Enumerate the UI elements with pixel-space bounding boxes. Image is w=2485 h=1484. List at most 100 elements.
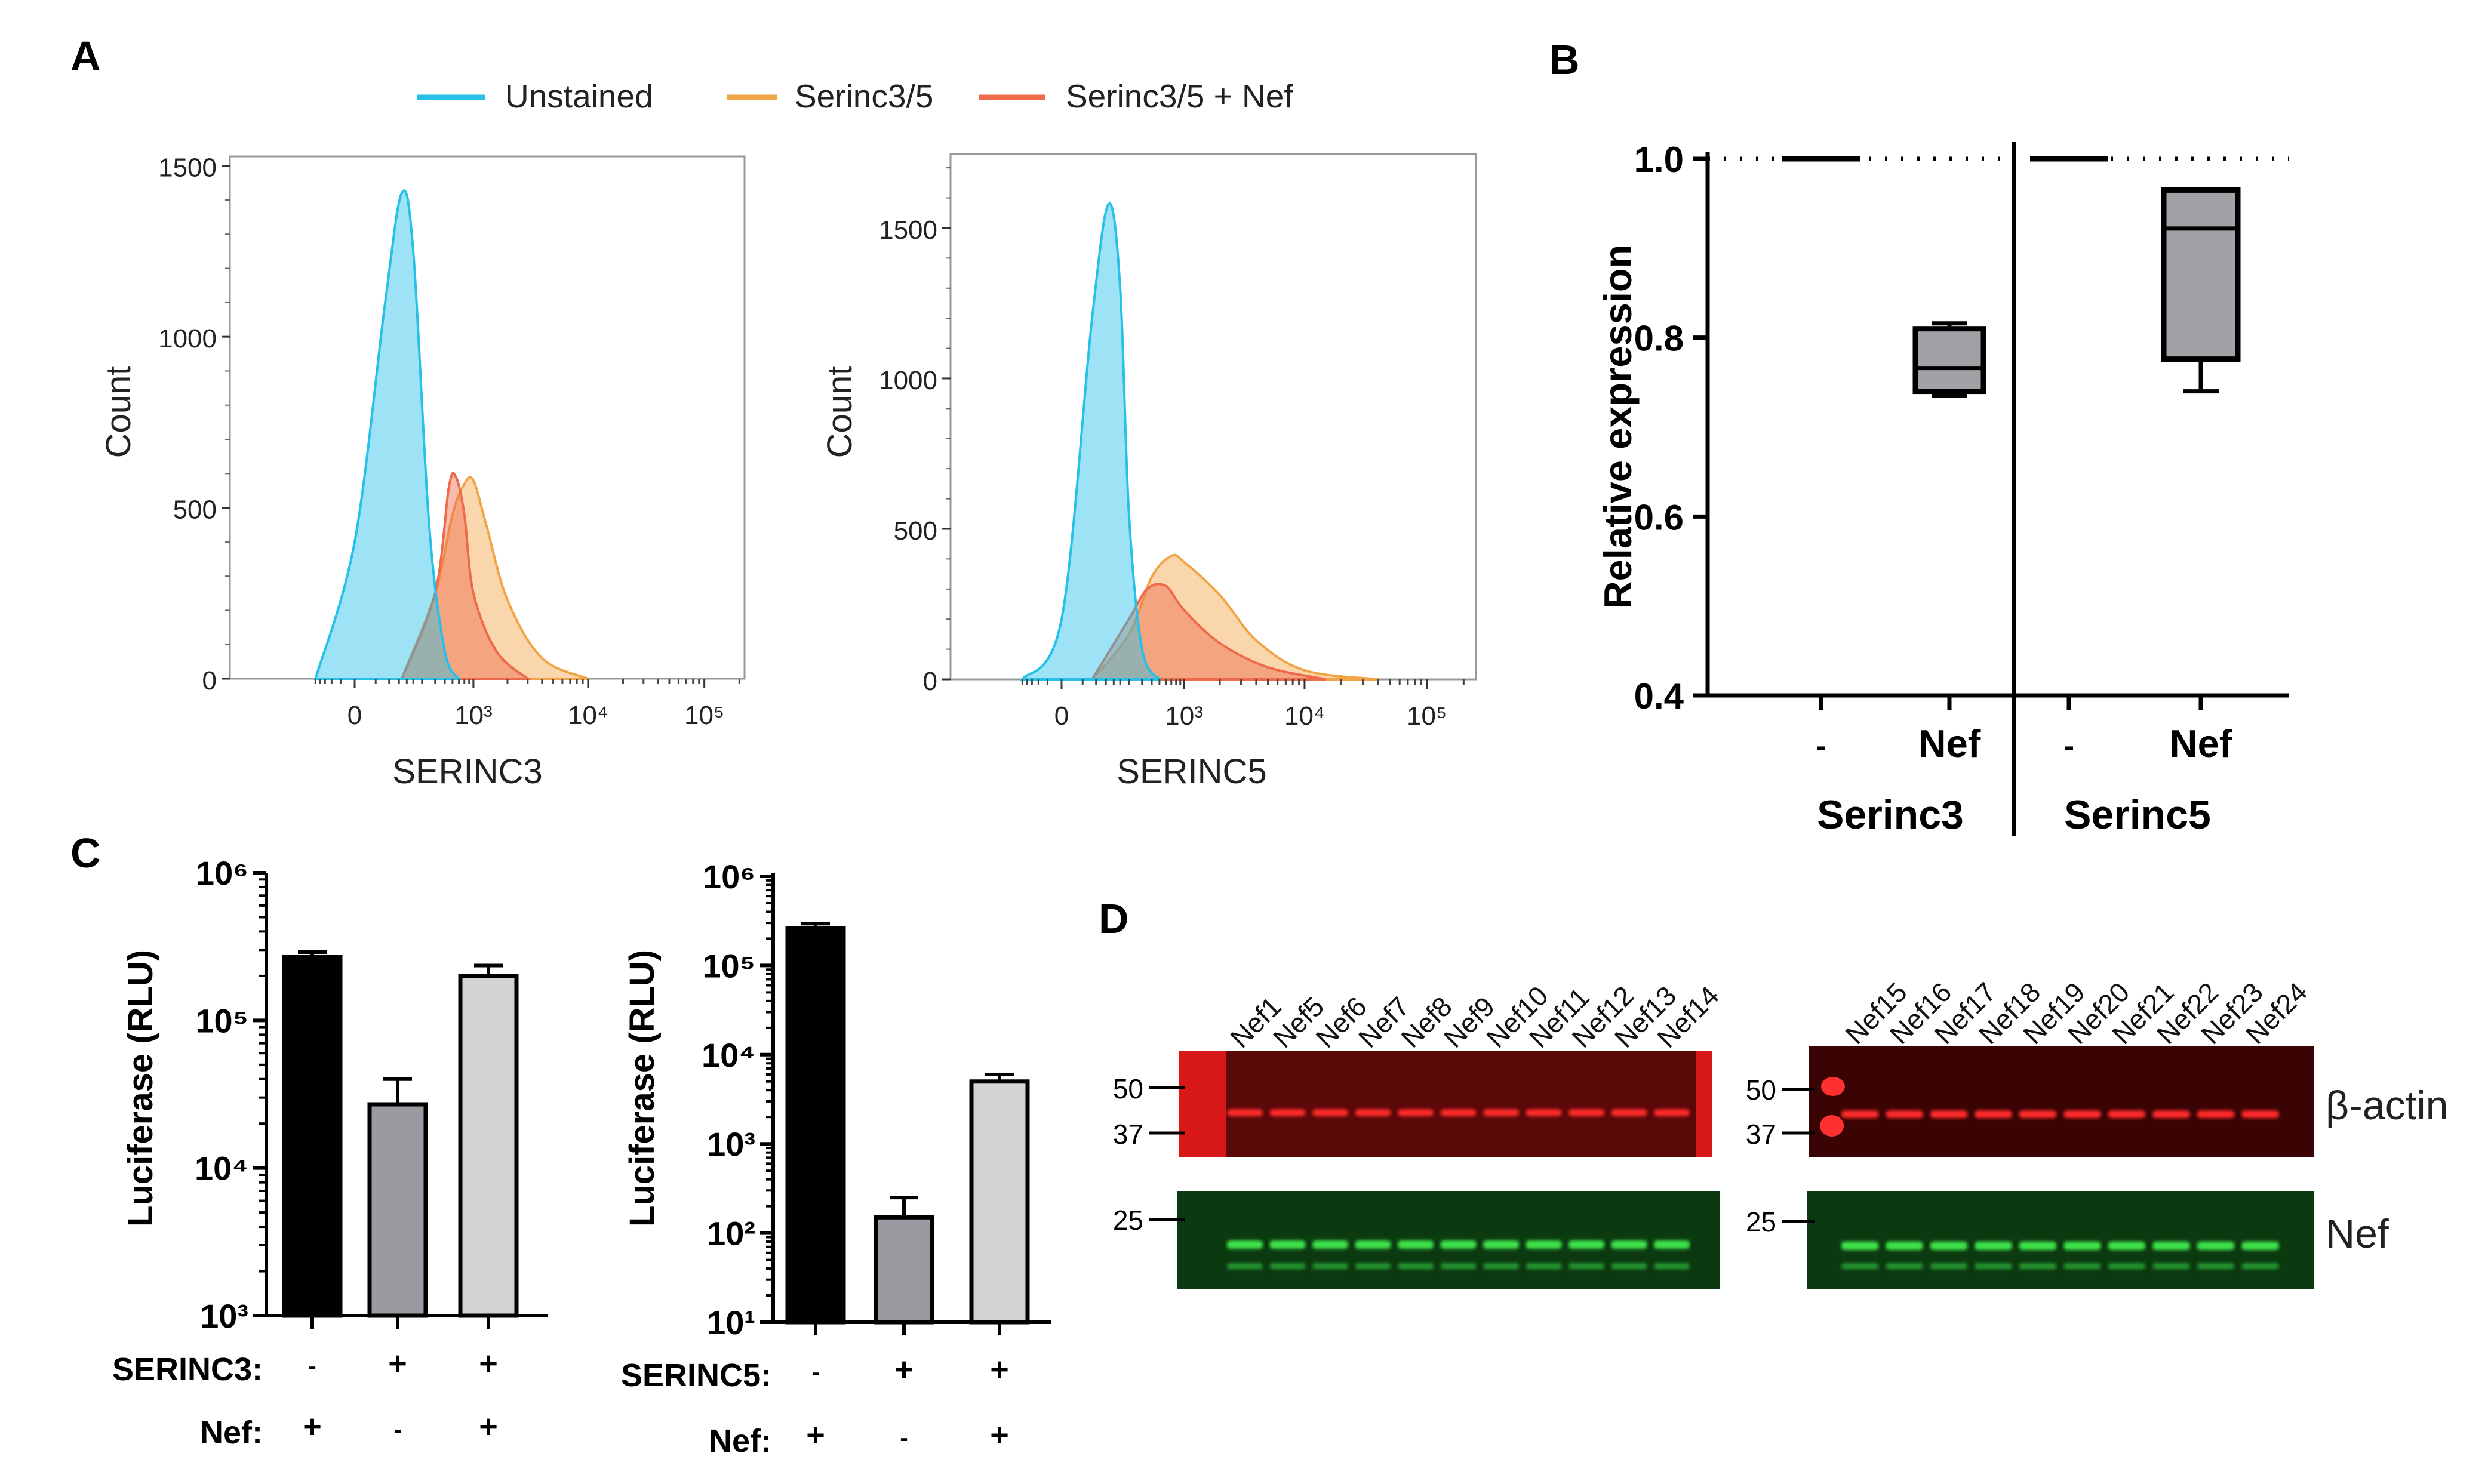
nef-blot-left xyxy=(1177,1191,1720,1289)
y-tick-label: 0 xyxy=(923,667,937,696)
bar-2 xyxy=(367,1077,428,1329)
marker-label: 50 xyxy=(1746,1074,1776,1106)
marker-label: 25 xyxy=(1113,1205,1143,1236)
actin-blot-left-edge-glow xyxy=(1696,1051,1712,1157)
blot-band xyxy=(1483,1240,1520,1249)
blot-band xyxy=(1440,1240,1477,1249)
marker-blob xyxy=(1820,1115,1844,1137)
blot-band xyxy=(1611,1263,1647,1269)
y-axis-label: Count xyxy=(820,366,859,458)
blot-band xyxy=(1611,1109,1647,1116)
y-axis-label: Luciferase (RLU) xyxy=(623,950,662,1227)
blot-band xyxy=(2152,1242,2190,1250)
histogram-serinc5: 0 500 1000 1500 0 10³ 10⁴ 10⁵ Count SERINC5 xyxy=(820,153,1477,791)
bar-rect xyxy=(969,1079,1030,1325)
blot-band xyxy=(1841,1263,1879,1269)
marker-25-left: 25 xyxy=(1113,1205,1185,1236)
blot-band xyxy=(2019,1263,2057,1269)
bar-rect xyxy=(785,926,846,1325)
blot-band xyxy=(2108,1263,2146,1269)
blot-band xyxy=(2241,1263,2279,1269)
blot-band xyxy=(1611,1240,1647,1249)
y-tick-label: 10¹ xyxy=(707,1304,755,1341)
blot-band xyxy=(1440,1109,1477,1116)
blot-band xyxy=(1886,1242,1923,1250)
blot-band xyxy=(2063,1110,2101,1118)
blot-band xyxy=(2108,1110,2146,1118)
y-tick-label: 0.6 xyxy=(1634,497,1684,537)
y-tick-label: 500 xyxy=(894,516,937,546)
western-blots: Nef1Nef5Nef6Nef7Nef8Nef9Nef10Nef11Nef12N… xyxy=(1113,977,2448,1289)
y-axis-label: Luciferase (RLU) xyxy=(121,950,160,1227)
marker-50-left: 50 xyxy=(1113,1073,1185,1104)
actin-blot-right xyxy=(1809,1046,2314,1157)
y-tick-label: 10⁶ xyxy=(196,854,248,892)
y-tick-label: 1500 xyxy=(879,215,937,245)
blot-band xyxy=(1526,1109,1562,1116)
condition-mark: + xyxy=(479,1346,498,1381)
blot-band xyxy=(1312,1263,1349,1269)
bar-chart-serinc5: 10¹ 10² 10³ 10⁴ 10⁵ 10⁶ Luciferase (RLU) SERI… xyxy=(621,858,1051,1459)
legend-label-serinc: Serinc3/5 xyxy=(795,78,933,115)
blot-band xyxy=(2197,1110,2235,1118)
condition-mark: + xyxy=(388,1346,407,1381)
box-body xyxy=(2161,187,2241,362)
marker-label: 50 xyxy=(1113,1073,1143,1104)
blot-band xyxy=(1568,1263,1605,1269)
blot-band xyxy=(2063,1263,2101,1269)
box-serinc5-nef xyxy=(2161,187,2241,394)
histogram-series-unstained xyxy=(1020,202,1162,681)
x-tick-label: 10³ xyxy=(454,701,493,730)
condition-mark: + xyxy=(303,1409,322,1445)
y-tick-label: 10² xyxy=(707,1215,755,1252)
x-category-label: - xyxy=(1816,727,1826,764)
row-label-serinc3: SERINC3: xyxy=(112,1351,263,1387)
x-tick-label: 0 xyxy=(1054,701,1069,731)
condition-mark: + xyxy=(806,1417,825,1453)
blot-label-nef: Nef xyxy=(2326,1211,2389,1257)
blot-band xyxy=(1355,1263,1391,1269)
blot-band xyxy=(2019,1110,2057,1118)
blot-band xyxy=(1930,1242,1968,1250)
x-tick-label: 10⁵ xyxy=(1407,701,1447,731)
x-axis-label: SERINC3 xyxy=(392,752,542,791)
blot-band xyxy=(1312,1109,1349,1116)
blot-band xyxy=(1930,1263,1968,1269)
panel-b-letter: B xyxy=(1549,36,1580,83)
blot-band xyxy=(1886,1110,1923,1118)
blot-band xyxy=(1355,1109,1391,1116)
legend: Unstained Serinc3/5 Serinc3/5 + Nef xyxy=(417,78,1293,115)
condition-mark: + xyxy=(479,1409,498,1445)
condition-mark: - xyxy=(393,1417,401,1443)
bar-rect xyxy=(367,1102,428,1318)
blot-band xyxy=(1483,1109,1520,1116)
actin-blot-left xyxy=(1179,1051,1712,1157)
blot-band xyxy=(1975,1242,2012,1250)
group-label-serinc5: Serinc5 xyxy=(2064,792,2211,838)
row-label-serinc5: SERINC5: xyxy=(621,1357,771,1393)
blot-band xyxy=(1440,1263,1477,1269)
blot-band xyxy=(2241,1110,2279,1118)
x-category-label: Nef xyxy=(2170,722,2232,765)
blot-band xyxy=(1226,1240,1263,1249)
blot-band xyxy=(2241,1242,2279,1250)
y-tick-label: 10⁶ xyxy=(703,858,755,895)
bar-chart-serinc3: 10³ 10⁴ 10⁵ 10⁶ Luciferase (RLU) SERINC3: N… xyxy=(112,854,548,1451)
marker-25-right: 25 xyxy=(1746,1206,1815,1237)
y-tick-label: 10⁵ xyxy=(195,1002,248,1039)
marker-label: 37 xyxy=(1746,1119,1776,1150)
marker-label: 25 xyxy=(1746,1206,1776,1237)
blot-band xyxy=(1886,1263,1923,1269)
condition-mark: - xyxy=(308,1353,316,1380)
blot-band xyxy=(2019,1242,2057,1250)
y-tick-label: 0.4 xyxy=(1634,676,1684,716)
y-tick-label: 1000 xyxy=(879,366,937,395)
blot-band xyxy=(2152,1263,2190,1269)
panel-d-letter: D xyxy=(1099,895,1129,942)
y-tick-label: 1.0 xyxy=(1634,140,1684,180)
blot-label-actin: β-actin xyxy=(2326,1083,2448,1128)
blot-band xyxy=(1526,1240,1562,1249)
blot-band xyxy=(1653,1263,1690,1269)
x-category-label: - xyxy=(2063,727,2074,764)
bar-2 xyxy=(874,1196,934,1335)
